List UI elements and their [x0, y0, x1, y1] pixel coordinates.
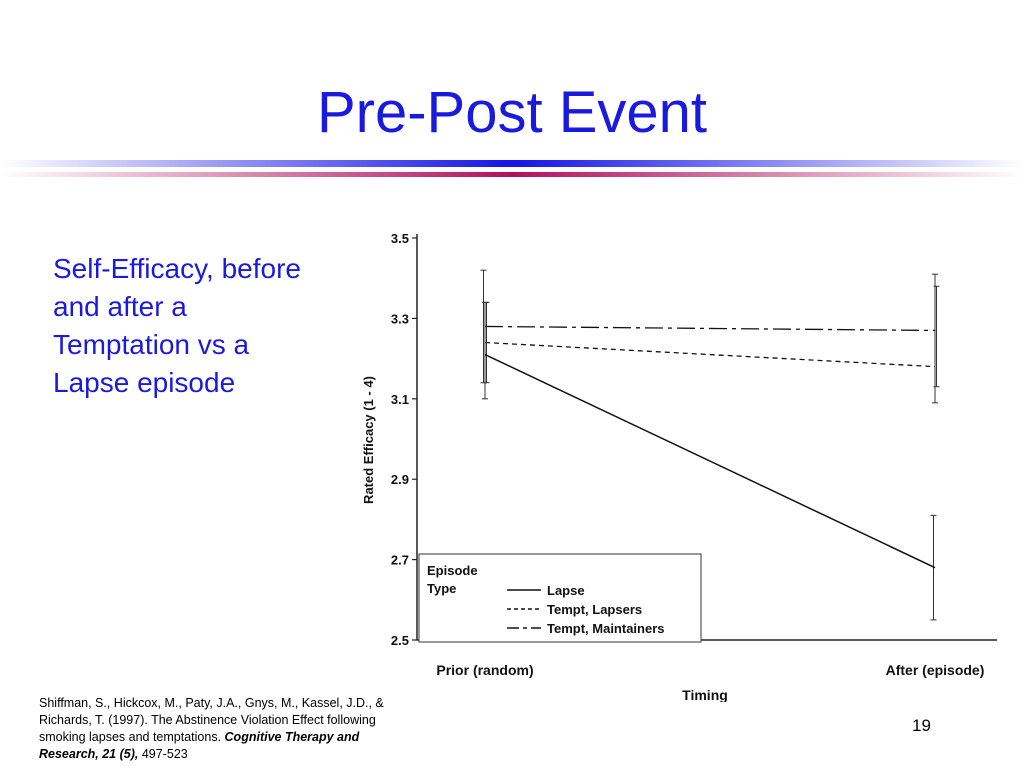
series-line-tempt-maintainers	[484, 325, 936, 332]
y-tick-label: 3.3	[391, 311, 409, 326]
y-axis-label: Rated Efficacy (1 - 4)	[361, 376, 376, 504]
series-line-group	[484, 325, 936, 569]
y-tick-group: 2.5 2.7 2.9 3.1 3.3 3.5	[391, 231, 417, 648]
y-tick-label: 2.9	[391, 472, 409, 487]
legend-entries: Lapse Tempt, Lapsers Tempt, Maintainers	[507, 583, 665, 636]
y-tick-label: 2.7	[391, 553, 409, 568]
legend-title-line1: Episode	[427, 563, 478, 578]
citation-authors: Shiffman, S., Hickcox, M., Paty, J.A., G…	[39, 696, 384, 744]
series-line-tempt-lapsers	[484, 341, 936, 368]
y-tick-label: 3.1	[391, 392, 409, 407]
slide-title: Pre-Post Event	[316, 80, 708, 145]
slide-number: 19	[912, 716, 931, 735]
y-tick-label: 3.5	[391, 231, 409, 246]
error-bar-group	[480, 269, 940, 621]
x-tick-group: Prior (random) After (episode)	[436, 662, 984, 678]
legend-title-line2: Type	[427, 581, 456, 596]
title-divider-blue	[0, 160, 1024, 167]
series-line-lapse	[484, 353, 936, 569]
title-divider-red	[0, 172, 1024, 177]
legend-label: Lapse	[547, 583, 585, 598]
x-tick-label: After (episode)	[886, 662, 985, 678]
legend-box	[418, 553, 702, 643]
legend-label: Tempt, Lapsers	[547, 602, 642, 617]
chart-legend: Episode Type Lapse Tempt, Lapsers Tempt, M…	[418, 553, 702, 643]
slide-lede-text: Self-Efficacy, before and after a Tempta…	[53, 253, 301, 398]
x-axis-label: Timing	[682, 687, 728, 702]
citation-pages: 497-523	[141, 747, 188, 761]
x-tick-label: Prior (random)	[436, 662, 533, 678]
citation: Shiffman, S., Hickcox, M., Paty, J.A., G…	[39, 695, 399, 763]
citation-journal: Cognitive Therapy and Research, 21 (5),	[39, 730, 360, 761]
efficacy-line-chart: 2.5 2.7 2.9 3.1 3.3 3.5 Prior (random) After (…	[361, 231, 997, 702]
legend-label: Tempt, Maintainers	[547, 621, 665, 636]
y-tick-label: 2.5	[391, 633, 409, 648]
